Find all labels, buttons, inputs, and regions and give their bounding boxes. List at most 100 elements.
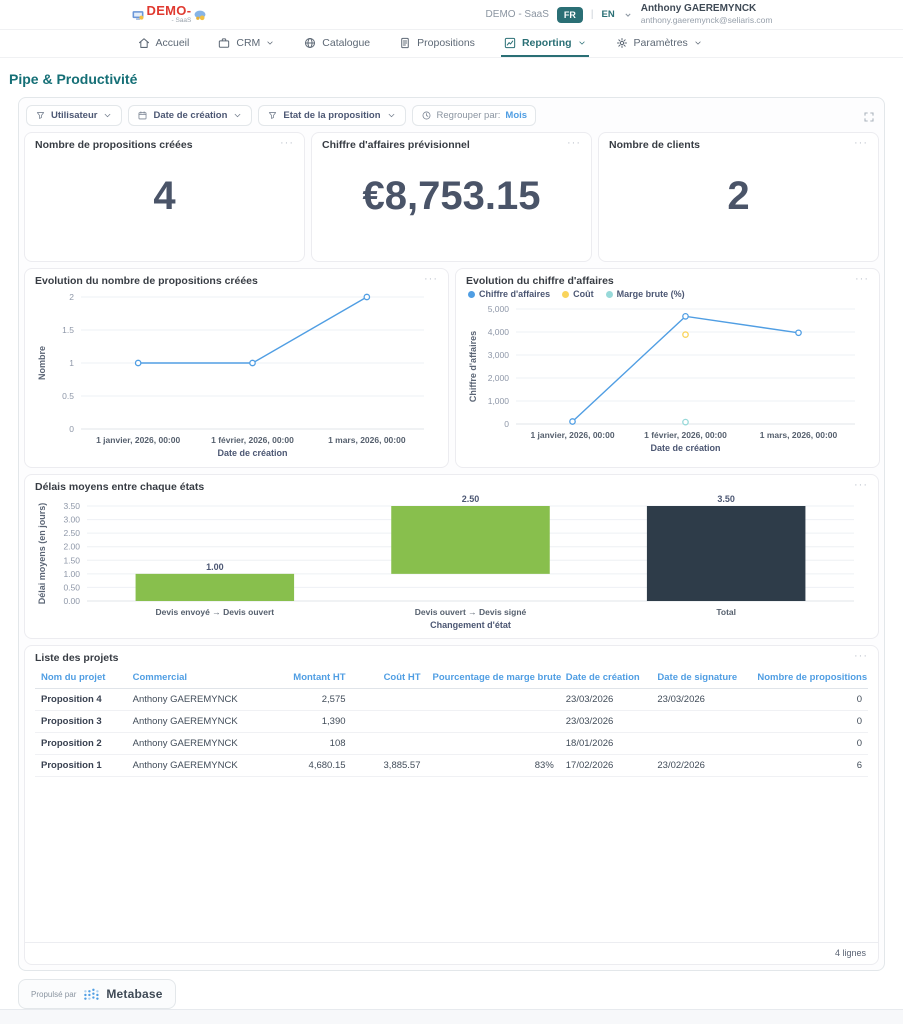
nav-item-reporting[interactable]: Reporting [500, 30, 589, 57]
card-menu-button[interactable]: ··· [854, 479, 868, 491]
table-cell: 23/03/2026 [559, 710, 652, 733]
nav-item-label: Accueil [155, 36, 190, 49]
card-menu-button[interactable]: ··· [567, 137, 581, 149]
table-cell [651, 732, 752, 755]
table-row[interactable]: Proposition 1 Anthony GAEREMYNCK 4,680.15 3… [35, 754, 868, 777]
table-cell: 3,885.57 [351, 754, 427, 777]
card-title: Chiffre d'affaires prévisionnel [322, 139, 470, 151]
app-logo[interactable]: DEMO- - SaaS [131, 4, 208, 25]
language-fr-button[interactable]: FR [556, 6, 583, 23]
table-cell [426, 710, 560, 733]
column-header-pourcentage-de-marge-brute[interactable]: Pourcentage de marge brute [426, 667, 561, 689]
kpi-row: Nombre de propositions créées ··· 4 Chiffre… [24, 132, 879, 262]
svg-text:0.5: 0.5 [62, 391, 74, 401]
svg-text:Changement d'état: Changement d'état [430, 620, 511, 630]
legend-dot-icon [605, 290, 613, 298]
svg-text:2: 2 [69, 292, 74, 302]
powered-by-metabase-link[interactable]: Propulsé par Metabase [18, 979, 176, 1009]
card-menu-button[interactable]: ··· [424, 273, 438, 285]
page-footer-strip [0, 1009, 903, 1024]
powered-by-label: Propulsé par [31, 989, 77, 999]
filter-bar: Utilisateur Date de création Etat de la pr… [24, 103, 879, 128]
funnel-icon [36, 112, 45, 119]
user-menu-chevron-icon[interactable] [623, 10, 633, 20]
nav-item-catalogue[interactable]: Catalogue [301, 30, 372, 57]
user-menu[interactable]: Anthony GAEREMYNCK anthony.gaeremynck@se… [641, 3, 773, 26]
table-cell: 0 [751, 710, 868, 733]
nav-item-crm[interactable]: CRM [215, 30, 277, 57]
svg-text:1: 1 [69, 358, 74, 368]
svg-text:1 février, 2026, 00:00: 1 février, 2026, 00:00 [644, 430, 727, 440]
app-label: DEMO - SaaS [485, 9, 549, 20]
table-row[interactable]: Proposition 3 Anthony GAEREMYNCK 1,390 23/0… [35, 710, 868, 733]
svg-text:1 mars, 2026, 00:00: 1 mars, 2026, 00:00 [328, 435, 406, 445]
svg-text:Chiffre d'affaires: Chiffre d'affaires [468, 331, 478, 402]
column-header-nom-du-projet[interactable]: Nom du projet [35, 667, 127, 689]
document-icon [401, 37, 409, 48]
table-cell: 0 [751, 688, 868, 711]
filter-chip-label: Etat de la proposition [283, 110, 381, 121]
column-header-nombre-de-propositions[interactable]: Nombre de propositions [751, 667, 868, 689]
chart-card-propositions: Evolution du nombre de propositions créé… [24, 268, 449, 468]
filter-chip-regrouper-par[interactable]: Regrouper par: Mois [411, 105, 537, 126]
globe-icon [305, 37, 316, 48]
table-cell: Anthony GAEREMYNCK [126, 710, 269, 733]
filter-chip-utilisateur[interactable]: Utilisateur [26, 105, 123, 126]
nav-item-parame-tres[interactable]: Paramètres [613, 30, 705, 57]
nav-item-label: Propositions [417, 36, 475, 49]
card-title: Evolution du nombre de propositions créé… [35, 275, 258, 287]
card-menu-button[interactable]: ··· [854, 650, 868, 662]
top-header: DEMO- - SaaS DEMO - SaaS FR | EN Anthony… [0, 0, 903, 30]
svg-text:Devis ouvert → Devis signé: Devis ouvert → Devis signé [415, 607, 527, 617]
filter-chip-etat-de-la-proposition[interactable]: Etat de la proposition [258, 105, 406, 126]
nav-item-accueil[interactable]: Accueil [135, 30, 192, 57]
line-chart-propositions: 0 0.5 1 1.5 2 Nombre Date de création 1 janvier… [35, 287, 438, 464]
table-cell [651, 710, 752, 733]
column-header-date-de-cre-ation[interactable]: Date de création [559, 667, 652, 689]
line-charts-row: Evolution du nombre de propositions créé… [24, 268, 880, 468]
chart-legend: Chiffre d'affaires Coût Marge brute (%) [468, 289, 869, 299]
filter-chip-date-de-cre-ation[interactable]: Date de création [128, 105, 253, 126]
svg-text:1,000: 1,000 [488, 396, 510, 406]
card-menu-button[interactable]: ··· [854, 137, 868, 149]
language-en-button[interactable]: EN [601, 9, 615, 20]
table-cell: 83% [426, 754, 560, 777]
table-row[interactable]: Proposition 2 Anthony GAEREMYNCK 108 18/01/… [35, 732, 868, 755]
column-header-cou-t-ht[interactable]: Coût HT [351, 667, 427, 689]
table-cell: 23/02/2026 [651, 754, 752, 777]
table-cell: Anthony GAEREMYNCK [126, 754, 269, 777]
column-header-date-de-signature[interactable]: Date de signature [651, 667, 752, 689]
fullscreen-button[interactable] [861, 109, 877, 128]
column-header-commercial[interactable]: Commercial [126, 667, 269, 689]
svg-text:1 janvier, 2026, 00:00: 1 janvier, 2026, 00:00 [96, 435, 180, 445]
card-menu-button[interactable]: ··· [280, 137, 294, 149]
main-nav: Accueil CRM Catalogue Propositions Reporting… [0, 30, 903, 58]
svg-text:0.00: 0.00 [63, 596, 80, 606]
card-menu-button[interactable]: ··· [855, 273, 869, 285]
table-cell: Anthony GAEREMYNCK [126, 688, 269, 711]
table-cell: Proposition 1 [35, 754, 127, 777]
chevron-icon [267, 41, 273, 44]
table-card-projets: Liste des projets ··· Nom du projet Comme… [24, 645, 879, 965]
column-header-montant-ht[interactable]: Montant HT [268, 667, 352, 689]
legend-item-marge-brute[interactable]: Marge brute (%) [605, 289, 685, 299]
table-row-count: 4 lignes [25, 942, 878, 964]
table-row[interactable]: Proposition 4 Anthony GAEREMYNCK 2,575 23/0… [35, 688, 868, 711]
kpi-value: 2 [727, 173, 750, 218]
calendar-icon [139, 111, 147, 120]
legend-item-chiffre-d-affaires[interactable]: Chiffre d'affaires [468, 289, 550, 299]
svg-text:1 janvier, 2026, 00:00: 1 janvier, 2026, 00:00 [530, 430, 614, 440]
svg-text:4,000: 4,000 [488, 327, 510, 337]
table-cell: Proposition 2 [35, 732, 127, 755]
svg-text:Nombre: Nombre [37, 346, 47, 380]
metabase-brand-label: Metabase [106, 987, 163, 1001]
page-title: Pipe & Productivité [9, 71, 138, 87]
table-cell: 17/02/2026 [559, 754, 652, 777]
kpi-card-nombre-de-propositions-cre-e-es: Nombre de propositions créées ··· 4 [24, 132, 305, 262]
legend-item-cou-t[interactable]: Coût [562, 289, 594, 299]
nav-item-propositions[interactable]: Propositions [396, 30, 477, 57]
svg-text:3,000: 3,000 [488, 350, 510, 360]
legend-label: Coût [573, 289, 594, 299]
table-cell: 1,390 [268, 710, 352, 733]
